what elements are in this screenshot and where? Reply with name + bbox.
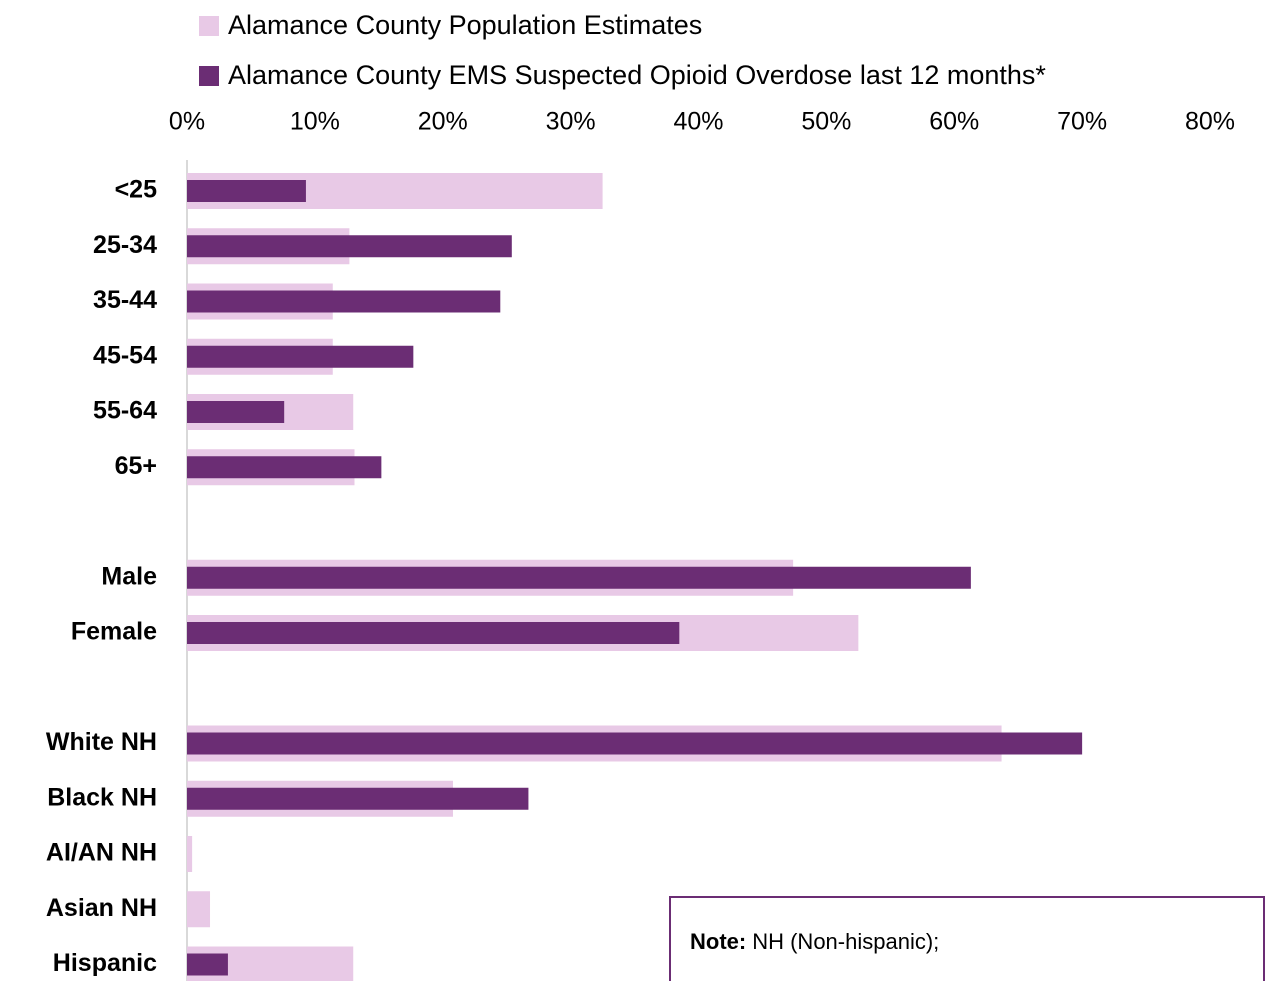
legend-swatch [199,16,219,36]
ems-bar [187,732,1083,755]
x-tick-label: 60% [929,108,979,136]
note-text: NH (Non-hispanic); [752,929,939,954]
ems-bar [187,566,971,589]
ems-bar [187,235,512,258]
note-box [669,896,1265,981]
ems-bar [187,180,306,202]
category-label: Female [71,618,157,646]
legend-label: Alamance County Population Estimates [228,10,702,40]
legend-swatch [199,66,219,86]
x-tick-label: 20% [418,108,468,136]
plot: 0% 10% 20% 30% 40% 50% 60% 70% 80% Alamance Count… [46,10,1235,981]
category-label: Hispanic [53,949,157,977]
population-bar [187,836,193,872]
category-label: 45-54 [93,341,157,369]
note-label: Note: [690,929,746,954]
category-label: Black NH [47,783,157,811]
category-label: White NH [46,728,157,756]
x-tick-label: 40% [673,108,723,136]
x-tick-label: 0% [169,108,205,136]
ems-bar [187,345,414,368]
ems-bar [187,953,228,976]
ems-bar [187,456,382,479]
category-label: 25-34 [93,231,157,259]
category-label: <25 [115,176,158,204]
category-label: AI/AN NH [46,839,157,867]
category-label: Male [101,562,157,590]
x-tick-label: 30% [546,108,596,136]
category-label: 35-44 [93,286,157,314]
x-tick-label: 70% [1057,108,1107,136]
x-tick-label: 50% [801,108,851,136]
note: Note: NH (Non-hispanic); [690,929,939,954]
legend-label: Alamance County EMS Suspected Opioid Ove… [228,60,1046,90]
x-tick-label: 80% [1185,108,1235,136]
population-bar [187,891,211,928]
ems-bar [187,622,680,644]
ems-bar [187,401,285,423]
category-label: 65+ [115,452,157,480]
x-tick-label: 10% [290,108,340,136]
ems-bar [187,787,529,810]
ems-bar [187,290,501,313]
category-label: 55-64 [93,397,157,425]
category-label: Asian NH [46,894,157,922]
